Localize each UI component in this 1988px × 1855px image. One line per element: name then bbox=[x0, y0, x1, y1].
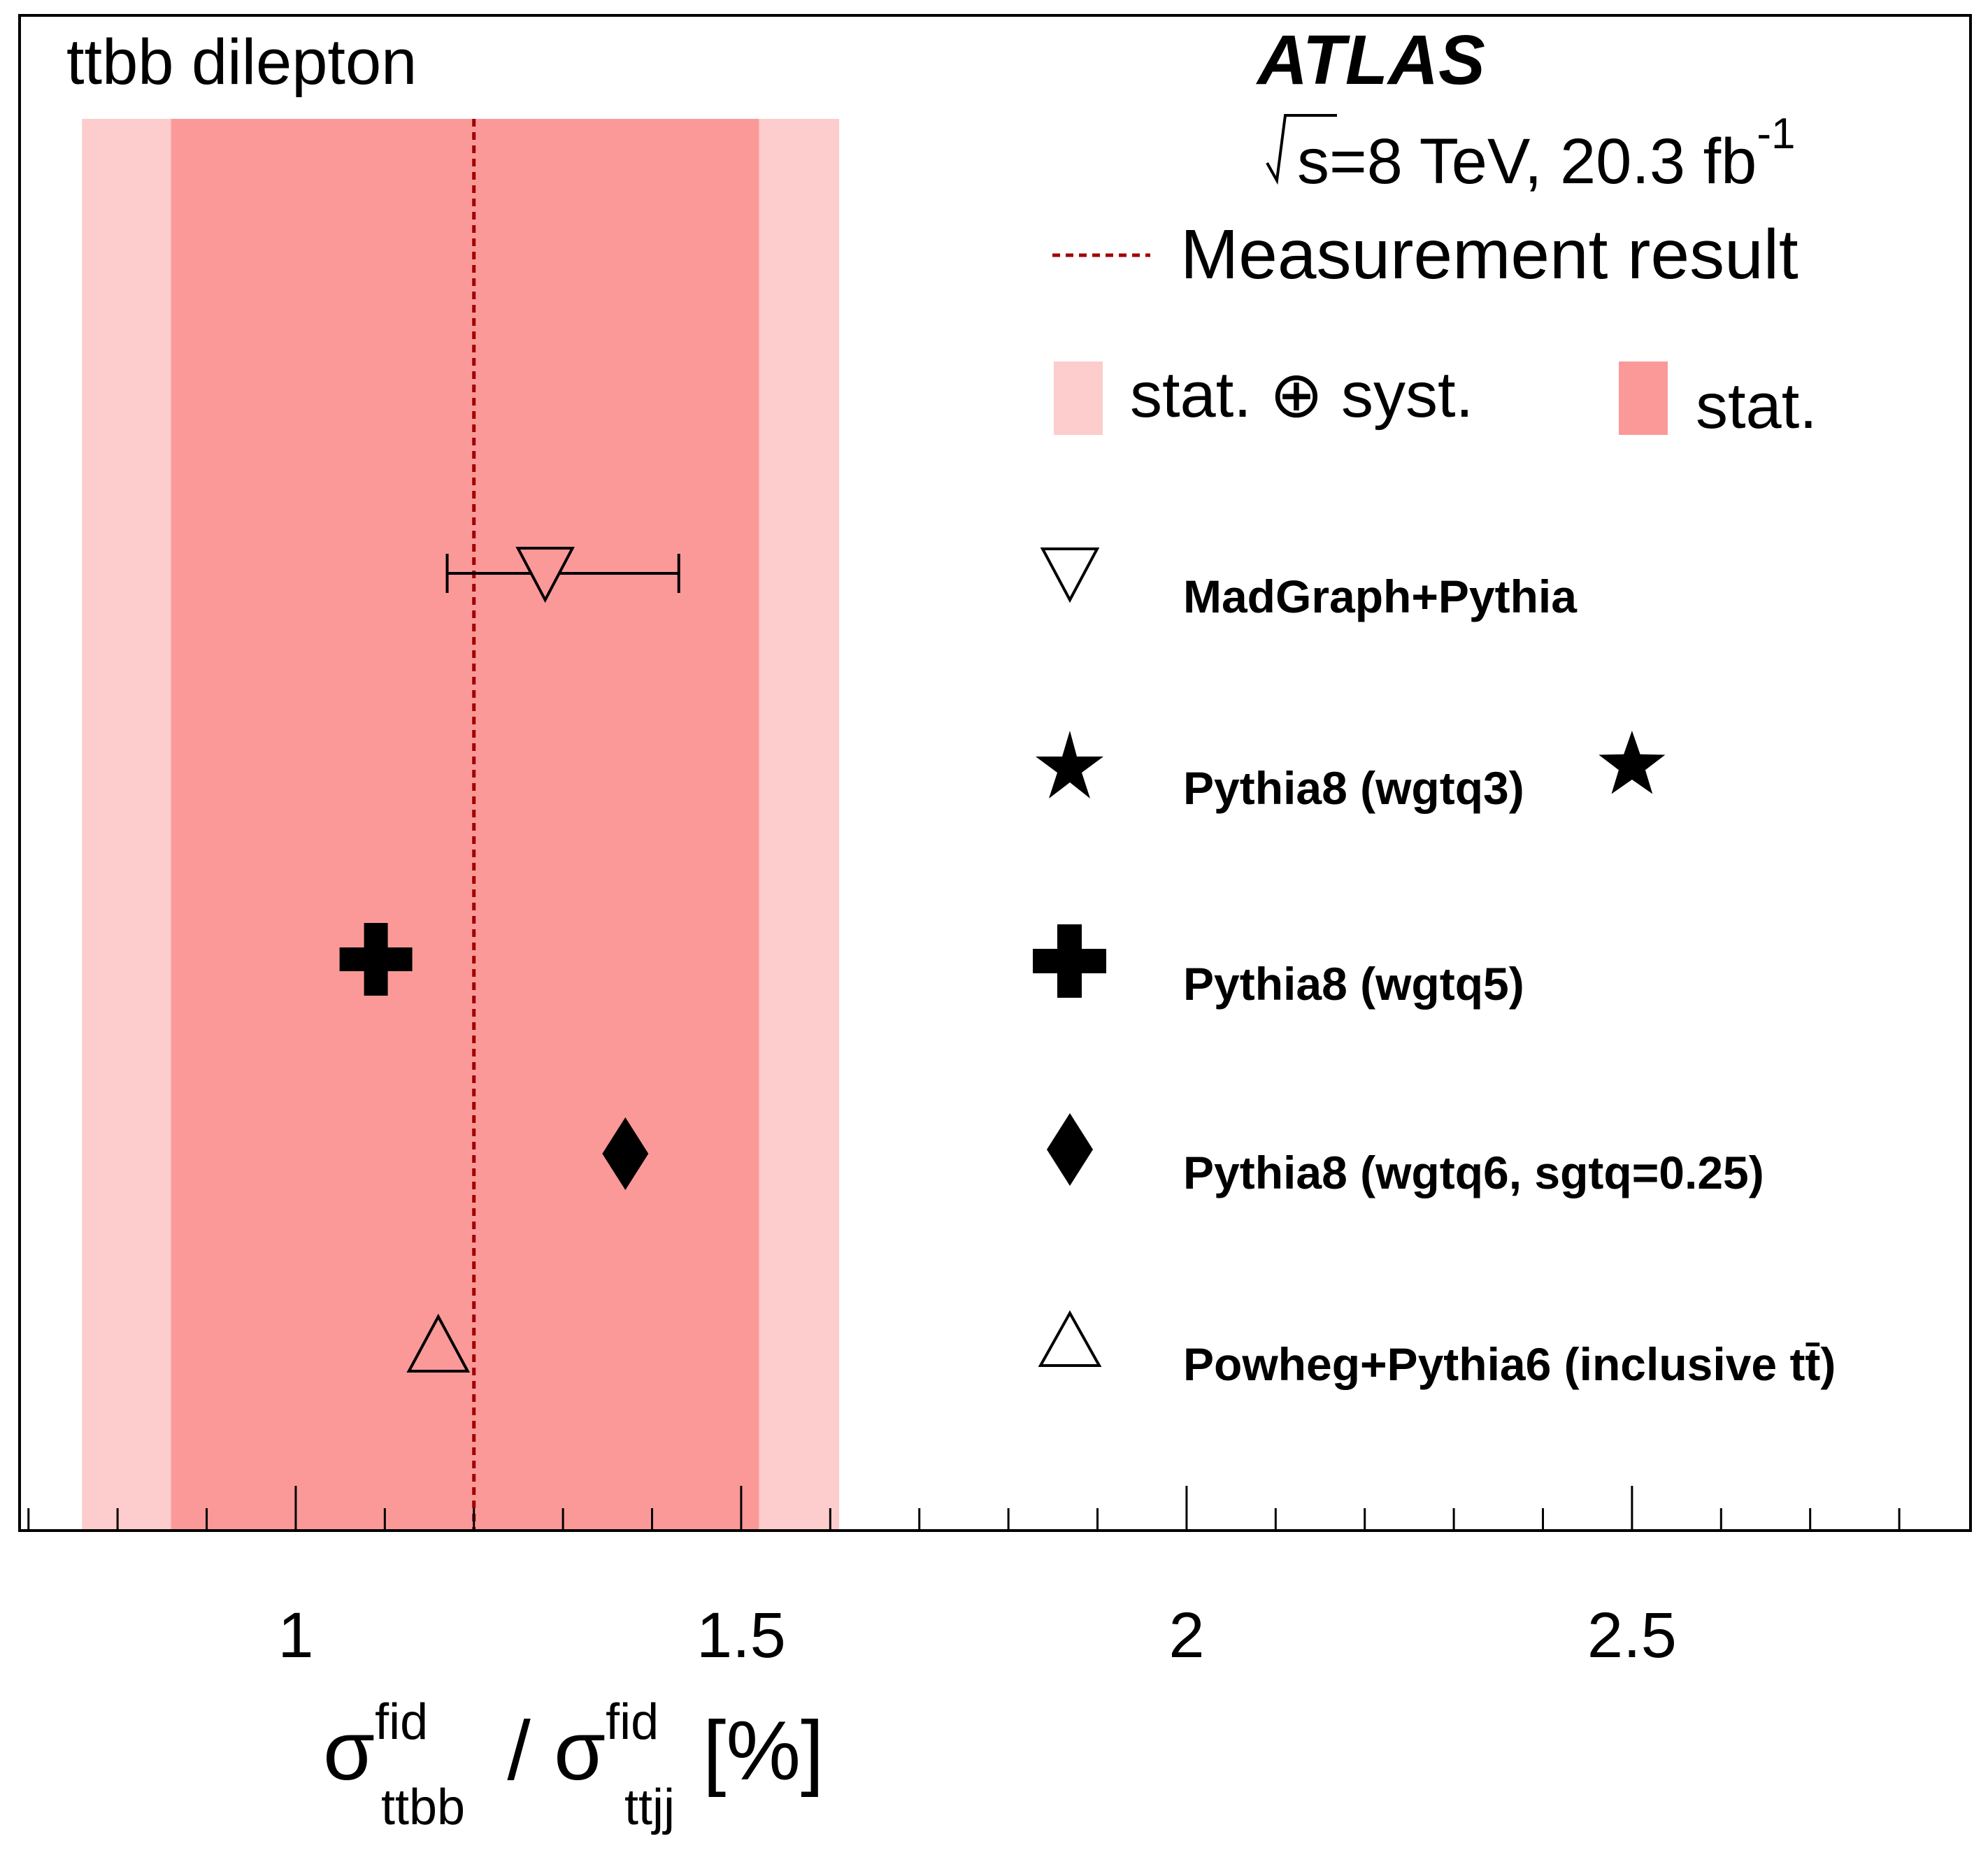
x-label-den-sub: ttjj bbox=[624, 1779, 675, 1835]
triangle-down-icon bbox=[515, 547, 575, 603]
legend-triangle-up-icon bbox=[1038, 1310, 1102, 1367]
x-tick-label: 1 bbox=[278, 1600, 313, 1671]
legend-stat-swatch bbox=[1619, 361, 1668, 435]
data-markers bbox=[339, 547, 1666, 1373]
legend: Measurement result stat. ⊕ syst. stat. M… bbox=[1033, 215, 1836, 1390]
x-tick-label: 2 bbox=[1168, 1600, 1204, 1671]
x-label-sigma-den: σ bbox=[554, 1704, 606, 1798]
svg-text:s=8 TeV, 20.3 fb-1: s=8 TeV, 20.3 fb-1 bbox=[1297, 110, 1795, 197]
legend-diamond-icon bbox=[1047, 1113, 1093, 1186]
triangle-up-icon bbox=[406, 1313, 471, 1373]
energy-label: s=8 TeV, 20.3 fb-1 bbox=[1266, 110, 1795, 197]
energy-superscript: -1 bbox=[1757, 110, 1795, 158]
legend-stat-syst-label: stat. ⊕ syst. bbox=[1130, 359, 1473, 431]
x-label-divider: / bbox=[484, 1704, 554, 1798]
x-axis-label: σfid ttbb / σfid ttjj[%] bbox=[323, 1694, 824, 1835]
chart-title: ttbb dilepton bbox=[66, 27, 417, 98]
legend-label-wgtq6: Pythia8 (wgtq6, sgtq=0.25) bbox=[1183, 1147, 1764, 1198]
x-axis-ticks bbox=[27, 1486, 1901, 1529]
diamond-icon bbox=[602, 1117, 649, 1190]
plot-frame bbox=[18, 14, 1972, 1532]
x-label-den-sup: fid bbox=[606, 1694, 659, 1750]
legend-label-wgtq5: Pythia8 (wgtq5) bbox=[1183, 958, 1524, 1010]
x-label-unit: [%] bbox=[703, 1704, 824, 1798]
energy-text: s=8 TeV, 20.3 fb bbox=[1297, 126, 1757, 197]
legend-measurement-label: Measurement result bbox=[1180, 215, 1799, 294]
x-label-num-sub: ttbb bbox=[381, 1779, 465, 1835]
marker-triangle-down-open bbox=[445, 547, 680, 603]
marker-diamond bbox=[602, 1117, 649, 1190]
x-label-sigma-num: σ bbox=[323, 1704, 375, 1798]
x-axis-tick-labels: 1 1.5 2 2.5 bbox=[278, 1600, 1676, 1671]
legend-label-wgtq3: Pythia8 (wgtq3) bbox=[1183, 762, 1524, 814]
marker-star bbox=[1599, 731, 1666, 794]
legend-star-icon bbox=[1036, 731, 1103, 798]
atlas-label: ATLAS bbox=[1255, 21, 1485, 99]
legend-label-madgraph: MadGraph+Pythia bbox=[1183, 571, 1578, 622]
x-label-num-sup: fid bbox=[375, 1694, 428, 1750]
legend-label-powheg: Powheg+Pythia6 (inclusive tt̄) bbox=[1183, 1338, 1836, 1390]
marker-triangle-up-open bbox=[406, 1313, 471, 1373]
sqrt-sign-icon bbox=[1266, 114, 1337, 185]
legend-triangle-down-icon bbox=[1040, 547, 1100, 603]
stat-band bbox=[171, 119, 759, 1529]
marker-cross bbox=[339, 923, 413, 996]
legend-stat-label: stat. bbox=[1696, 371, 1817, 442]
legend-stat-syst-swatch bbox=[1054, 361, 1103, 435]
star-icon bbox=[1599, 731, 1666, 794]
x-tick-label: 1.5 bbox=[696, 1600, 786, 1671]
x-tick-label: 2.5 bbox=[1587, 1600, 1677, 1671]
cross-icon bbox=[339, 923, 413, 996]
legend-cross-icon bbox=[1033, 924, 1106, 998]
